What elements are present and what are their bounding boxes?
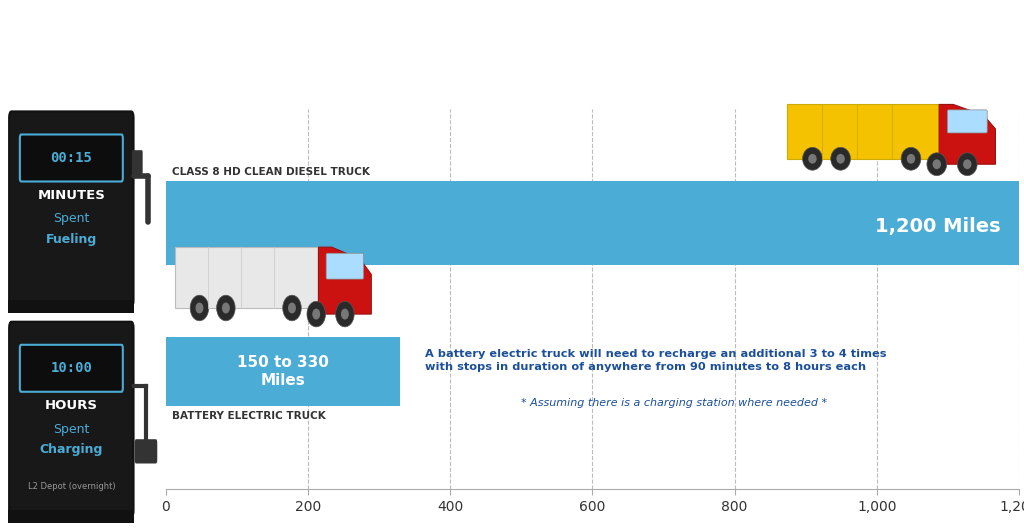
Circle shape bbox=[288, 303, 296, 313]
Circle shape bbox=[341, 309, 349, 320]
Text: HOURS: HOURS bbox=[45, 399, 98, 412]
FancyBboxPatch shape bbox=[326, 253, 364, 279]
Circle shape bbox=[901, 147, 921, 170]
Circle shape bbox=[808, 154, 817, 164]
Circle shape bbox=[283, 295, 301, 321]
Circle shape bbox=[307, 301, 326, 327]
Circle shape bbox=[803, 147, 822, 170]
Circle shape bbox=[830, 147, 851, 170]
FancyBboxPatch shape bbox=[947, 110, 987, 133]
Circle shape bbox=[222, 303, 229, 313]
Circle shape bbox=[217, 295, 236, 321]
Circle shape bbox=[963, 159, 972, 169]
Circle shape bbox=[190, 295, 209, 321]
Circle shape bbox=[933, 159, 941, 169]
Polygon shape bbox=[318, 247, 372, 314]
Text: CLASS 8 HD CLEAN DIESEL TRUCK: CLASS 8 HD CLEAN DIESEL TRUCK bbox=[172, 167, 370, 177]
Circle shape bbox=[927, 153, 946, 176]
FancyBboxPatch shape bbox=[132, 150, 142, 174]
Text: 150 to 330
Miles: 150 to 330 Miles bbox=[238, 355, 329, 388]
Text: Range per Charging/Fueling: Range per Charging/Fueling bbox=[386, 68, 638, 86]
Text: Charging: Charging bbox=[40, 443, 103, 456]
Circle shape bbox=[196, 303, 204, 313]
Bar bbox=[166, 181, 1019, 265]
Circle shape bbox=[837, 154, 845, 164]
Text: 1,200 Miles: 1,200 Miles bbox=[876, 218, 1001, 237]
Circle shape bbox=[957, 153, 977, 176]
Text: 10:00: 10:00 bbox=[50, 361, 92, 375]
Text: * Assuming there is a charging station where needed *: * Assuming there is a charging station w… bbox=[521, 398, 827, 408]
FancyBboxPatch shape bbox=[9, 111, 133, 306]
FancyBboxPatch shape bbox=[19, 135, 123, 181]
Bar bbox=[175, 247, 318, 308]
FancyBboxPatch shape bbox=[135, 439, 158, 463]
Text: A battery electric truck will need to recharge an additional 3 to 4 times
with s: A battery electric truck will need to re… bbox=[425, 348, 887, 372]
Bar bbox=[8, 510, 134, 523]
FancyBboxPatch shape bbox=[9, 322, 133, 517]
Text: 00:15: 00:15 bbox=[50, 151, 92, 165]
Circle shape bbox=[336, 301, 354, 327]
Polygon shape bbox=[939, 104, 995, 164]
Text: Spent: Spent bbox=[53, 423, 89, 436]
Text: BATTERY ELECTRIC TRUCK: BATTERY ELECTRIC TRUCK bbox=[172, 411, 326, 421]
Text: Spent: Spent bbox=[53, 212, 89, 226]
Circle shape bbox=[312, 309, 321, 320]
Text: MINUTES: MINUTES bbox=[38, 189, 105, 202]
Text: L2 Depot (overnight): L2 Depot (overnight) bbox=[28, 482, 115, 491]
Text: Clean Diesel Trucks vs. Battery Electric Trucks: Clean Diesel Trucks vs. Battery Electric… bbox=[133, 20, 891, 47]
Bar bbox=[8, 300, 134, 313]
Text: Fueling: Fueling bbox=[46, 232, 97, 246]
Circle shape bbox=[907, 154, 915, 164]
FancyBboxPatch shape bbox=[19, 345, 123, 392]
Bar bbox=[786, 104, 939, 159]
Bar bbox=[166, 337, 400, 406]
